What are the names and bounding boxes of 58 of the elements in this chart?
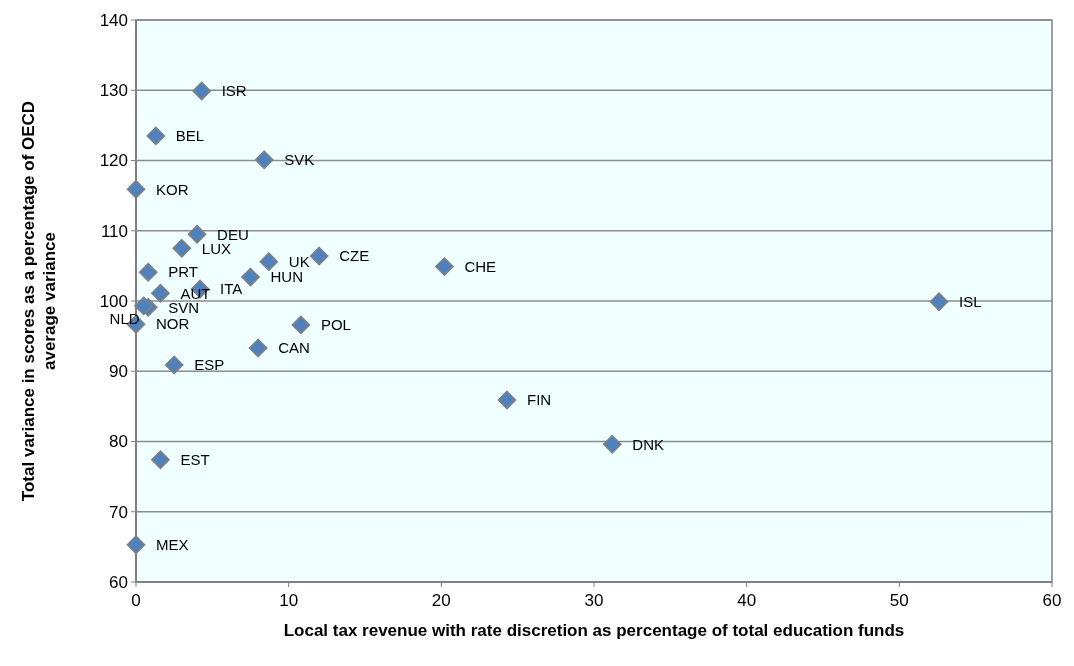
point — [309, 246, 329, 266]
annotation: CAN — [278, 339, 310, 357]
point — [254, 150, 274, 170]
annotation: CHE — [464, 257, 497, 275]
annotation: DNK — [632, 435, 664, 453]
point — [164, 355, 184, 375]
annotation: CZE — [339, 247, 370, 265]
y-tick-label: 140 — [99, 10, 128, 30]
point — [435, 257, 454, 276]
point — [929, 292, 949, 312]
point — [146, 126, 166, 146]
x-tick-label: 50 — [889, 591, 909, 610]
annotation: HUN — [270, 268, 303, 286]
point — [126, 535, 146, 555]
point — [602, 434, 622, 454]
annotation: KOR — [156, 180, 189, 198]
x-tick-label: 0 — [131, 591, 141, 610]
annotation: SVK — [284, 151, 315, 169]
point — [187, 224, 207, 244]
point — [192, 81, 212, 101]
x-tick-label: 60 — [1042, 591, 1062, 610]
y-tick-label: 90 — [109, 362, 128, 382]
y-tick-label: 100 — [99, 291, 128, 311]
annotation: POL — [320, 316, 351, 334]
annotation: ESP — [194, 356, 225, 374]
y-tick-label: 70 — [109, 502, 128, 522]
point — [248, 338, 268, 358]
point — [497, 390, 517, 410]
point — [151, 283, 170, 303]
annotation: ISR — [221, 82, 247, 100]
y-tick-label: 110 — [100, 221, 128, 241]
point — [291, 315, 311, 335]
y-tick-label: 120 — [99, 151, 128, 171]
point — [172, 238, 192, 258]
annotation: FIN — [526, 391, 552, 409]
point — [138, 262, 158, 282]
annotation: EST — [180, 451, 210, 469]
point — [241, 267, 260, 287]
y-axis-title: Total variance in scores as a percentage of OECD average variance — [18, 100, 59, 502]
annotation: NOR — [156, 315, 190, 333]
x-tick-label: 10 — [279, 591, 299, 610]
x-tick-label: 30 — [584, 591, 604, 610]
y-tick-label: 60 — [109, 572, 128, 592]
point — [259, 252, 279, 272]
y-tick-label: 80 — [109, 432, 128, 452]
x-axis-title: Local tax revenue with rate discretion as percentage of total education funds — [283, 621, 905, 640]
annotation: PRT — [168, 263, 198, 281]
point — [151, 450, 170, 470]
annotation: MEX — [156, 536, 189, 554]
x-tick-label: 40 — [737, 591, 757, 610]
x-tick-label: 20 — [431, 591, 451, 610]
annotation: ITA — [220, 280, 243, 298]
point — [126, 179, 146, 199]
annotation: ISL — [959, 292, 982, 310]
y-tick-label: 130 — [99, 81, 128, 101]
annotation: UK — [288, 252, 310, 270]
annotation: BEL — [175, 127, 205, 145]
annotation: NLD — [109, 310, 140, 328]
